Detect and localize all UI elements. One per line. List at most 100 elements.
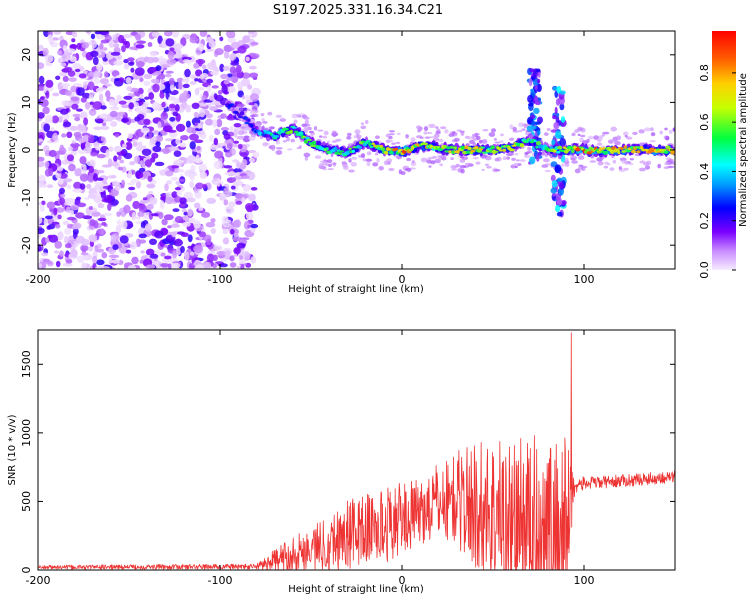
noise-speck xyxy=(210,70,219,76)
noise-speck xyxy=(180,245,185,254)
noise-speck xyxy=(107,202,112,211)
halo-speck xyxy=(602,131,606,137)
noise-speck xyxy=(154,230,164,239)
noise-speck xyxy=(74,168,82,177)
noise-speck xyxy=(218,193,226,197)
spur-speck xyxy=(550,187,557,194)
halo-speck xyxy=(376,158,380,163)
noise-speck xyxy=(248,158,255,163)
noise-speck xyxy=(230,41,240,49)
noise-speck xyxy=(97,203,105,209)
noise-speck xyxy=(150,78,160,84)
noise-speck xyxy=(121,143,127,149)
noise-speck xyxy=(38,156,45,162)
noise-speck xyxy=(108,40,115,48)
noise-speck xyxy=(151,213,160,217)
ridge-cell xyxy=(298,131,304,136)
noise-speck xyxy=(197,87,205,91)
noise-speck xyxy=(148,92,155,100)
noise-speck xyxy=(160,79,166,84)
ridge-cell xyxy=(473,146,479,150)
halo-speck xyxy=(240,126,246,129)
noise-speck xyxy=(139,93,144,99)
ridge-cell xyxy=(395,151,400,155)
noise-speck xyxy=(210,218,216,223)
noise-speck xyxy=(177,81,183,90)
noise-speck xyxy=(101,222,107,226)
halo-speck xyxy=(603,165,609,169)
noise-speck xyxy=(250,187,258,191)
halo-speck xyxy=(282,139,287,143)
noise-speck xyxy=(149,253,159,259)
noise-speck xyxy=(77,149,87,154)
noise-speck xyxy=(113,155,118,162)
noise-speck xyxy=(138,233,147,239)
noise-speck xyxy=(205,222,216,228)
noise-speck xyxy=(205,118,214,126)
spectrogram-y-tick-label: 10 xyxy=(20,95,33,109)
halo-speck xyxy=(664,162,670,166)
noise-speck xyxy=(97,217,107,222)
halo-speck xyxy=(472,142,477,147)
noise-speck xyxy=(74,68,81,73)
colorbar-tick-label: 0.0 xyxy=(698,261,711,279)
halo-speck xyxy=(438,138,444,142)
noise-speck xyxy=(127,182,135,186)
noise-speck xyxy=(69,209,74,216)
halo-speck xyxy=(293,119,298,124)
noise-speck xyxy=(159,200,165,210)
noise-speck xyxy=(248,193,256,202)
noise-speck xyxy=(151,31,160,37)
halo-speck xyxy=(245,127,252,131)
halo-speck xyxy=(239,107,244,111)
halo-speck xyxy=(323,130,329,136)
ridge-cell xyxy=(664,150,669,155)
noise-speck xyxy=(189,80,197,85)
halo-speck xyxy=(460,131,465,136)
noise-speck xyxy=(114,78,120,82)
halo-speck xyxy=(664,127,668,131)
noise-speck xyxy=(66,216,76,221)
spur-speck xyxy=(537,151,542,156)
ridge-cell xyxy=(586,151,592,155)
noise-speck xyxy=(146,161,152,168)
halo-speck xyxy=(499,140,504,144)
noise-speck xyxy=(127,61,135,66)
noise-speck xyxy=(202,261,209,269)
noise-speck xyxy=(140,127,150,134)
noise-speck xyxy=(163,244,169,248)
noise-speck xyxy=(194,139,204,144)
ridge-cell xyxy=(665,145,671,150)
noise-speck xyxy=(63,178,73,183)
halo-speck xyxy=(426,157,432,161)
ridge-cell xyxy=(467,146,472,151)
ridge-cell xyxy=(571,149,575,153)
noise-speck xyxy=(95,145,101,151)
noise-speck xyxy=(125,194,133,202)
noise-speck xyxy=(57,214,62,220)
halo-speck xyxy=(364,120,369,124)
ridge-cell xyxy=(393,147,399,151)
noise-speck xyxy=(55,75,61,81)
noise-speck xyxy=(214,150,224,159)
noise-speck xyxy=(249,65,257,70)
ridge-cell xyxy=(368,142,372,147)
noise-speck xyxy=(110,161,119,167)
noise-speck xyxy=(223,79,230,85)
colorbar-tick-label: 0.6 xyxy=(698,113,711,131)
noise-speck xyxy=(214,128,221,136)
noise-speck xyxy=(62,45,67,52)
halo-speck xyxy=(616,135,622,141)
noise-speck xyxy=(169,83,175,92)
noise-speck xyxy=(217,90,223,95)
noise-speck xyxy=(213,160,223,170)
noise-speck xyxy=(71,103,79,110)
halo-speck xyxy=(644,127,651,132)
halo-speck xyxy=(650,132,656,137)
halo-speck xyxy=(608,139,614,144)
noise-speck xyxy=(181,78,190,83)
noise-speck xyxy=(76,42,82,50)
halo-speck xyxy=(475,161,481,165)
snr-x-tick-label: 100 xyxy=(574,574,595,587)
